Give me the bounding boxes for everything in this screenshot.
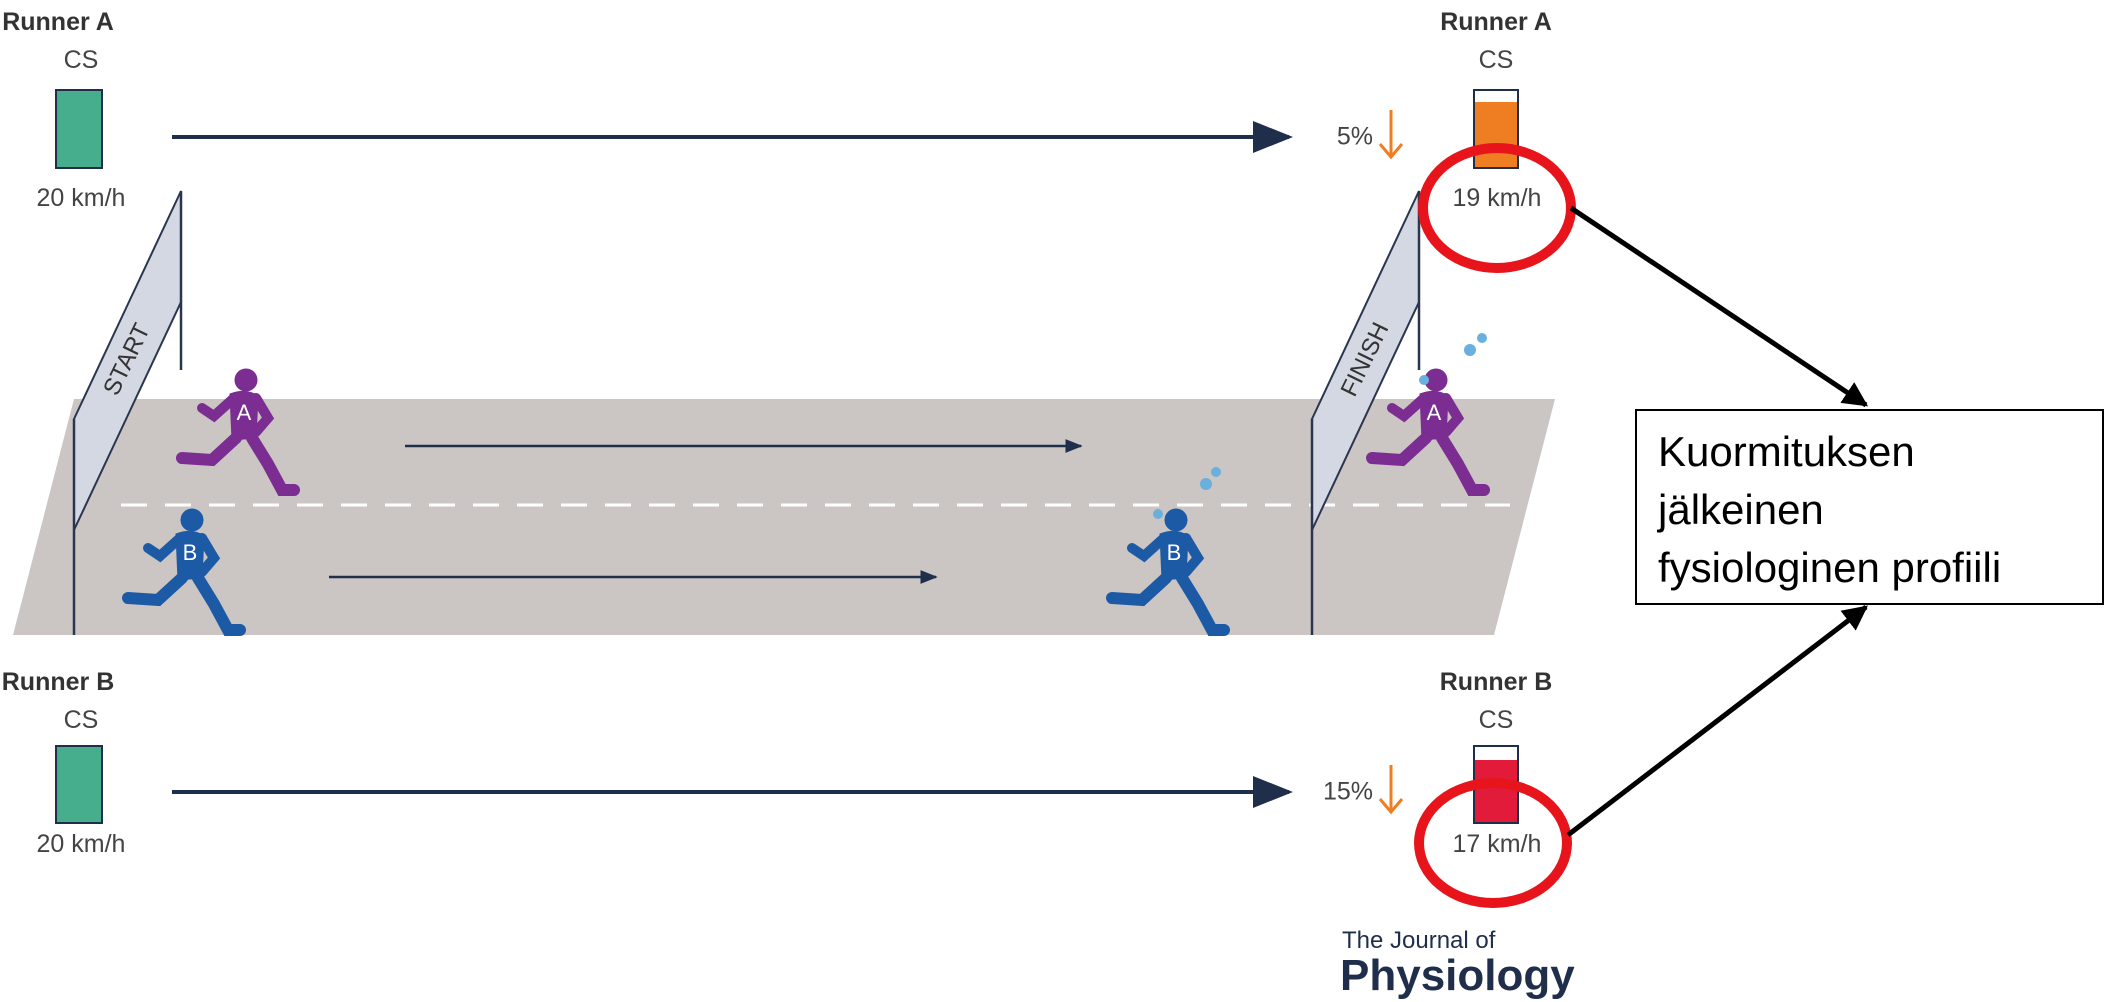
metric-label: CS [64,706,99,734]
metric-label: CS [1479,706,1514,734]
drop-label: 5% [1337,123,1373,151]
runner-letter: A [1427,400,1442,425]
cs-bar [56,746,102,823]
callout-text: jälkeinen [1656,486,1824,533]
runner-letter: B [183,540,198,565]
cs-bar [1475,760,1517,822]
speed-label: 17 km/h [1453,830,1542,858]
runner-name: Runner B [1440,668,1553,696]
runner-name: Runner A [2,8,114,36]
drop-label: 15% [1323,778,1373,806]
down-arrow [1380,110,1402,157]
runner-name: Runner A [1440,8,1552,36]
runner-letter: A [237,400,252,425]
callout-text: Kuormituksen [1658,428,1915,475]
cs-bar [1475,102,1517,167]
pointer-arrow [1568,607,1866,835]
logo-title: Physiology [1340,951,1575,1000]
speed-label: 19 km/h [1453,184,1542,212]
callout-text: fysiologinen profiili [1658,544,2001,591]
diagram: START FINISH A B B A Runner A CS 20 km/h… [0,0,2105,1002]
cs-bar [56,90,102,168]
speed-label: 20 km/h [37,830,126,858]
pointer-arrow [1571,208,1866,405]
runner-letter: B [1167,540,1182,565]
speed-label: 20 km/h [37,184,126,212]
runner-name: Runner B [2,668,115,696]
metric-label: CS [1479,46,1514,74]
metric-label: CS [64,46,99,74]
down-arrow [1380,765,1402,812]
logo-line: The Journal of [1342,927,1496,954]
